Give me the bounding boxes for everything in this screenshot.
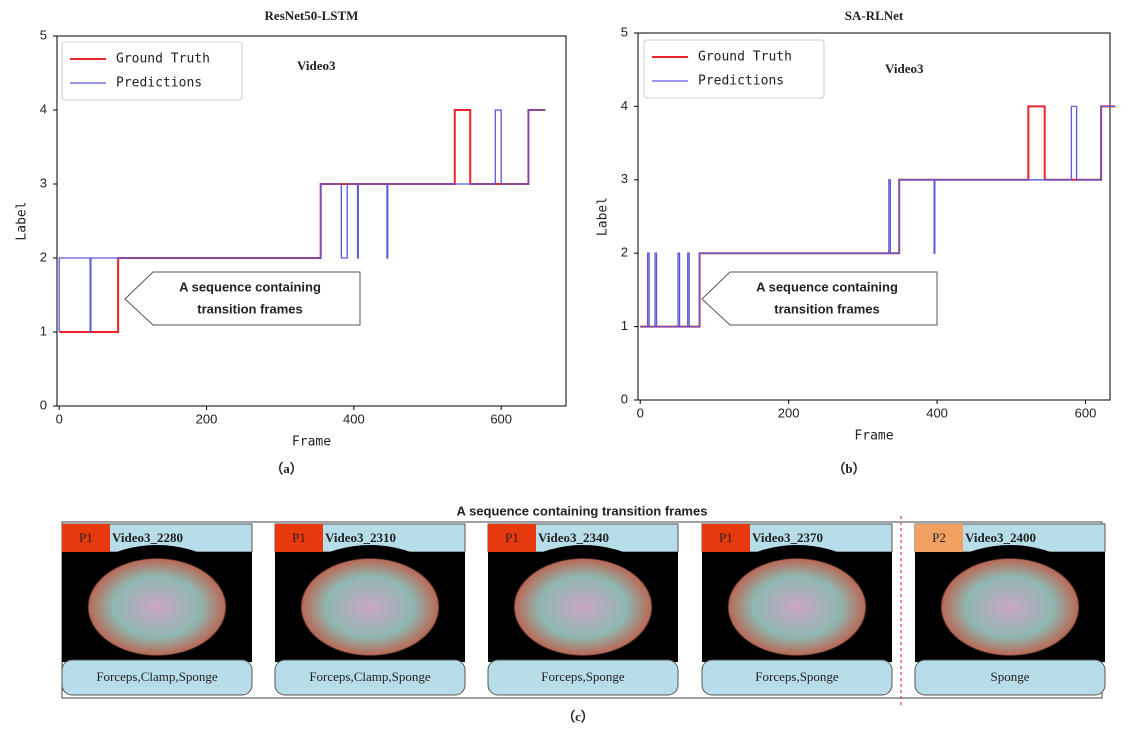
frame-name: Video3_2310 <box>325 530 396 545</box>
frame-scene <box>282 545 458 669</box>
frame-scene <box>495 545 671 669</box>
phase-tag <box>488 524 536 552</box>
tools-label: Forceps,Clamp,Sponge <box>309 669 431 684</box>
callout-text: transition frames <box>774 301 879 316</box>
frame-scene <box>69 545 245 669</box>
x-tick-label: 0 <box>637 405 644 420</box>
plot-frame <box>56 35 567 407</box>
caption: （c） <box>562 709 594 724</box>
caption: （b） <box>832 461 865 476</box>
phase-tag <box>62 524 110 552</box>
x-axis-label: Frame <box>292 435 331 450</box>
phase-label: P1 <box>505 530 519 545</box>
legend-label: Ground Truth <box>116 52 210 67</box>
x-axis-label: Frame <box>854 429 893 444</box>
annotation: Video3 <box>297 58 336 73</box>
y-tick-label: 0 <box>621 391 628 406</box>
legend-label: Ground Truth <box>698 50 792 65</box>
chart-title: ResNet50-LSTM <box>265 8 359 23</box>
y-tick-label: 4 <box>40 101 47 116</box>
y-tick-label: 5 <box>40 27 47 42</box>
tools-box <box>487 659 679 696</box>
tools-box <box>701 659 893 696</box>
y-tick-label: 5 <box>621 24 628 39</box>
frame-name: Video3_2280 <box>112 530 183 545</box>
tools-box <box>61 659 253 696</box>
x-tick-label: 0 <box>56 411 63 426</box>
tools-box <box>274 659 466 696</box>
y-axis-label: Label <box>596 197 611 236</box>
y-tick-label: 2 <box>621 245 628 260</box>
y-tick-label: 0 <box>40 397 47 412</box>
phase-tag <box>275 524 323 552</box>
panel-title: A sequence containing transition frames <box>457 503 708 518</box>
y-tick-label: 3 <box>40 175 47 190</box>
tools-label: Forceps,Clamp,Sponge <box>96 669 218 684</box>
phase-tag <box>915 524 963 552</box>
legend-label: Predictions <box>698 74 784 89</box>
x-tick-label: 400 <box>926 405 948 420</box>
callout-shape <box>124 271 361 326</box>
frame-scene <box>709 545 885 669</box>
y-axis-label: Label <box>15 201 30 240</box>
tools-label: Forceps,Sponge <box>755 669 839 684</box>
callout-text: A sequence containing <box>179 279 321 294</box>
plot-frame <box>637 32 1111 401</box>
phase-tag <box>702 524 750 552</box>
phase-label: P2 <box>932 530 946 545</box>
frame-scene <box>922 545 1098 669</box>
x-tick-label: 600 <box>1075 405 1097 420</box>
callout-text: A sequence containing <box>756 279 898 294</box>
phase-label: P1 <box>292 530 306 545</box>
annotation: Video3 <box>885 61 924 76</box>
callout-text: transition frames <box>197 301 302 316</box>
y-tick-label: 2 <box>40 249 47 264</box>
x-tick-label: 200 <box>196 411 218 426</box>
x-tick-label: 400 <box>343 411 365 426</box>
legend-label: Predictions <box>116 76 202 91</box>
tools-box <box>914 659 1106 696</box>
series-line <box>58 109 546 333</box>
phase-label: P1 <box>79 530 93 545</box>
series-line <box>640 105 1116 328</box>
frame-name: Video3_2370 <box>752 530 823 545</box>
callout-shape <box>701 271 938 326</box>
chart-title: SA-RLNet <box>845 8 904 23</box>
tools-label: Sponge <box>991 669 1030 684</box>
frame-name: Video3_2400 <box>965 530 1036 545</box>
phase-label: P1 <box>719 530 733 545</box>
legend-box <box>61 41 243 101</box>
x-tick-label: 200 <box>778 405 800 420</box>
x-tick-label: 600 <box>490 411 512 426</box>
y-tick-label: 1 <box>621 318 628 333</box>
caption: （a） <box>270 461 303 476</box>
y-tick-label: 1 <box>40 323 47 338</box>
y-tick-label: 3 <box>621 171 628 186</box>
legend-box <box>643 39 825 99</box>
frame-name: Video3_2340 <box>538 530 609 545</box>
y-tick-label: 4 <box>621 98 628 113</box>
tools-label: Forceps,Sponge <box>541 669 625 684</box>
